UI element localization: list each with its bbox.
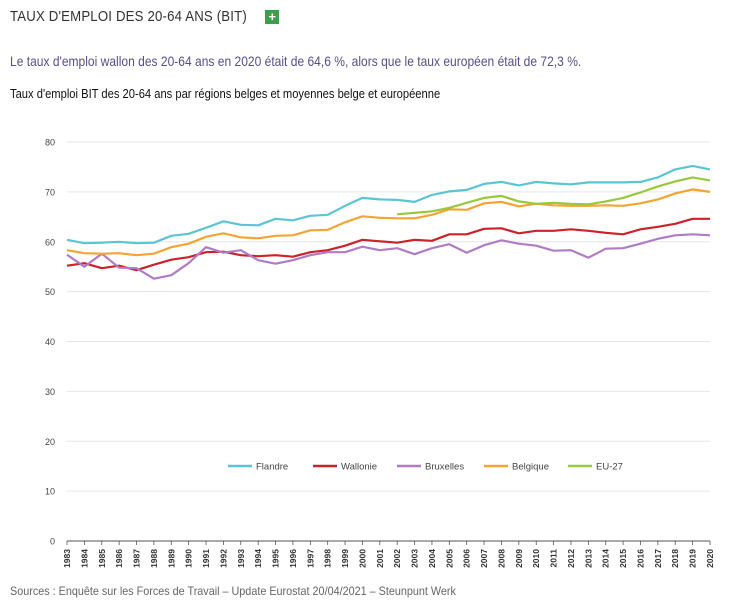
x-tick-label: 2006 — [462, 549, 472, 568]
x-tick-label: 1989 — [166, 549, 176, 568]
x-tick-label: 2015 — [618, 549, 628, 568]
x-tick-label: 2014 — [601, 549, 611, 568]
x-tick-label: 2020 — [705, 549, 715, 568]
y-tick-label: 60 — [45, 237, 55, 247]
x-tick-label: 1995 — [271, 549, 281, 568]
x-tick-label: 1984 — [79, 549, 89, 568]
x-tick-label: 2004 — [427, 549, 437, 568]
series-line-bruxelles — [66, 233, 711, 280]
legend-label: Belgique — [512, 462, 549, 473]
x-tick-label: 1991 — [201, 549, 211, 568]
section-title: TAUX D'EMPLOI DES 20-64 ANS (BIT) — [10, 8, 247, 25]
x-tick-label: 2000 — [357, 549, 367, 568]
grid-layer — [67, 141, 710, 542]
x-tick-label: 2011 — [549, 549, 559, 568]
sources-note: Sources : Enquête sur les Forces de Trav… — [10, 584, 456, 598]
x-tick-label: 2007 — [479, 549, 489, 568]
x-tick-label: 1988 — [149, 549, 159, 568]
series-layer — [66, 164, 711, 280]
x-tick-label: 1990 — [184, 549, 194, 568]
y-tick-label: 50 — [45, 287, 55, 297]
x-tick-label: 1985 — [97, 549, 107, 568]
x-tick-label: 1993 — [236, 549, 246, 568]
x-tick-label: 2019 — [688, 549, 698, 568]
legend-label: EU-27 — [596, 462, 623, 473]
expand-plus-icon[interactable]: + — [265, 9, 280, 24]
x-tick-label: 2016 — [635, 549, 645, 568]
x-tick-label: 1999 — [340, 549, 350, 568]
legend-label: Bruxelles — [425, 462, 464, 473]
x-tick-label: 2012 — [566, 549, 576, 568]
x-tick-label: 1987 — [132, 549, 142, 568]
x-tick-label: 1996 — [288, 549, 298, 568]
series-line-wallonie — [66, 217, 710, 272]
x-tick-label: 1997 — [305, 549, 315, 568]
legend-label: Flandre — [256, 462, 288, 473]
x-tick-label: 2008 — [496, 549, 506, 568]
y-tick-label: 20 — [45, 437, 55, 447]
x-tick-label: 2002 — [392, 549, 402, 568]
x-tick-label: 1986 — [114, 549, 124, 568]
x-tick-label: 2013 — [583, 549, 593, 568]
y-tick-label: 80 — [45, 138, 55, 148]
legend-label: Wallonie — [341, 462, 377, 473]
y-tick-label: 10 — [45, 487, 55, 497]
x-tick-label: 2009 — [514, 549, 524, 568]
y-tick-label: 30 — [45, 387, 55, 397]
header: TAUX D'EMPLOI DES 20-64 ANS (BIT) + — [10, 8, 280, 25]
legend: Flandre Wallonie Bruxelles Belgique EU-27 — [228, 462, 623, 473]
x-tick-label: 2003 — [410, 549, 420, 568]
x-tick-label: 1998 — [323, 549, 333, 568]
x-tick-label: 1994 — [253, 549, 263, 568]
y-tick-labels: 0 10 20 30 40 50 60 70 80 — [45, 138, 55, 547]
series-line-eu-27 — [397, 176, 711, 216]
y-tick-label: 70 — [45, 187, 55, 197]
lead-text: Le taux d'emploi wallon des 20-64 ans en… — [10, 53, 582, 69]
x-tick-label: 2005 — [444, 549, 454, 568]
y-tick-label: 40 — [45, 337, 55, 347]
chart-title: Taux d'emploi BIT des 20-64 ans par régi… — [10, 86, 441, 101]
x-tick-label: 2010 — [531, 549, 541, 568]
y-tick-label: 0 — [50, 537, 55, 547]
series-line-belgique — [66, 188, 711, 257]
series-line-flandre — [66, 164, 711, 245]
x-tick-label: 1992 — [218, 549, 228, 568]
x-tick-label: 2018 — [670, 549, 680, 568]
x-tick-labels: 1983 1984 1985 1986 1987 1988 1989 1990 1991 1992… — [62, 541, 715, 568]
x-tick-label: 1983 — [62, 549, 72, 568]
x-tick-label: 2017 — [653, 549, 663, 568]
x-tick-label: 2001 — [375, 549, 385, 568]
